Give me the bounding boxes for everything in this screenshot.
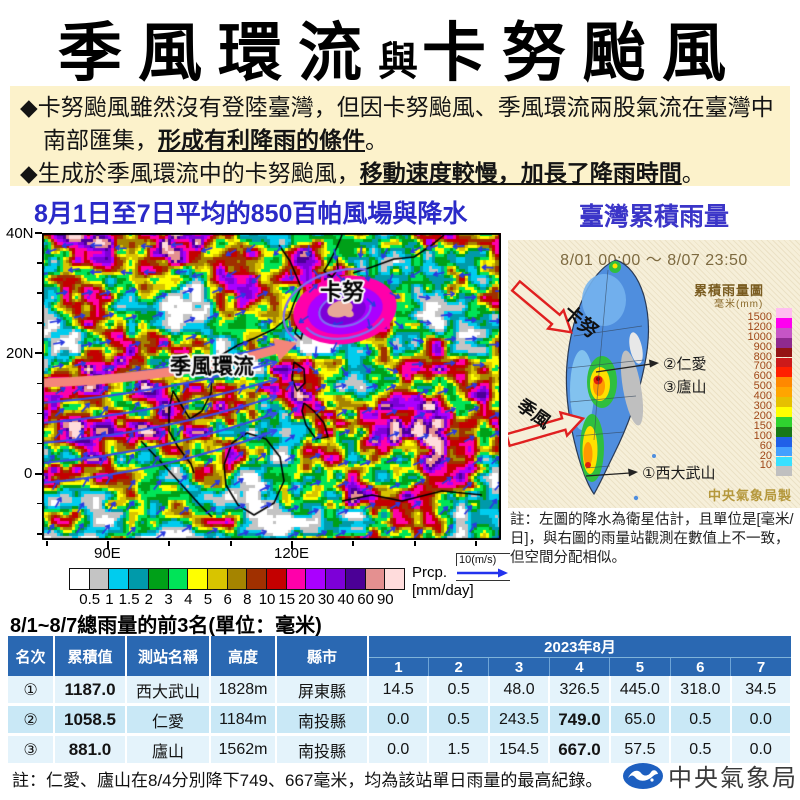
cwb-logo-group: 中央氣象局: [622, 758, 798, 793]
rain-map-title: 臺灣累積雨量: [578, 203, 729, 231]
x-tick-90e: 90E: [94, 545, 121, 562]
day-header-7: 7: [730, 657, 791, 676]
rainfall-legend: 1500 1200 1000 900 800 700 600 500 400 300 200 150 1…: [508, 240, 800, 508]
day-header-2: 2: [427, 657, 489, 676]
wind-reference-vector: 10(m/s): [456, 553, 510, 581]
summary-bullet-1: ◆卡努颱風雖然沒有登陸臺灣，但因卡努颱風、季風環流兩股氣流在臺灣中南部匯集，形成…: [20, 94, 774, 153]
precipitation-colorbar: [69, 568, 405, 590]
taiwan-rainfall-map: 卡努 季風 ②仁愛 ③廬山 ①西大武山: [508, 259, 715, 501]
precipitation-colorbar-labels: 0.5 1 1.5 2 3 4 5 6 8 10 15 20 30 40 60 90: [79, 591, 394, 608]
legend-title: 累積雨量圖: [694, 283, 765, 298]
y-tick-20n: 20N: [6, 345, 34, 362]
day-header-5: 5: [609, 657, 671, 676]
khanun-flow-arrow: [510, 279, 573, 334]
map-credit: 中央氣象局製: [707, 488, 792, 503]
wind-precipitation-map: [42, 233, 501, 540]
day-header-4: 4: [548, 657, 610, 676]
col-header-height: 高度: [210, 636, 277, 676]
day-header-1: 1: [367, 657, 429, 676]
wind-reference-label: 10(m/s): [456, 553, 510, 566]
rainfall-table: 名次 累積值 測站名稱 高度 縣市 2023年8月 1 2 3 4 5 6 7 …: [8, 636, 793, 766]
title-part2: 卡努颱風: [422, 17, 742, 89]
col-header-month: 2023年8月: [368, 636, 791, 658]
y-tick-40n: 40N: [6, 225, 34, 242]
summary-emphasis-2: 移動速度較慢，加長了降雨時間: [359, 160, 682, 186]
colorbar-unit-line2: [mm/day]: [412, 582, 474, 599]
day-header-3: 3: [488, 657, 550, 676]
wind-reference-arrow: [456, 566, 510, 581]
rain-map-note: 註：左圖的降水為衛星估計，且單位是[毫米/日]，與右圖的雨量站觀測在數值上不一致…: [510, 512, 794, 566]
col-header-station: 測站名稱: [126, 636, 211, 676]
x-tick-120e: 120E: [274, 545, 310, 562]
station-arrow-2: [628, 468, 638, 477]
title-conjunction: 與: [378, 40, 422, 84]
colorbar-unit-line1: Prcp.: [412, 564, 448, 581]
summary-emphasis-1: 形成有利降雨的條件: [158, 127, 365, 153]
station-label-renai: ②仁愛: [663, 356, 706, 373]
day-header-6: 6: [669, 657, 731, 676]
station-label-lushan: ③廬山: [663, 378, 706, 396]
rain-map-panel: 8/01 00:00 ～ 8/07 23:50 卡努: [508, 240, 800, 508]
title-part1: 季風環流: [58, 17, 378, 89]
summary-box: ◆卡努颱風雖然沒有登陸臺灣，但因卡努颱風、季風環流兩股氣流在臺灣中南部匯集，形成…: [10, 86, 790, 186]
table-title: 8/1~8/7總雨量的前3名(單位：毫米): [10, 615, 322, 637]
col-header-county: 縣市: [276, 636, 369, 676]
footer-note: 註：仁愛、廬山在8/4分別降下749、667毫米，均為該站單日雨量的最高紀錄。: [12, 771, 603, 790]
y-tick-0: 0: [24, 465, 33, 482]
legend-unit: 毫米(mm): [714, 299, 764, 310]
monsoon-flow-arrow: [508, 410, 586, 448]
county-boundaries: [567, 269, 645, 469]
page-title: 季風環流與卡努颱風: [0, 2, 800, 94]
cwb-logo-icon: [623, 762, 663, 789]
wind-map-title: 8月1日至7日平均的850百帕風場與降水: [34, 200, 468, 228]
col-header-rank: 名次: [8, 636, 55, 676]
station-label-xidawushan: ①西大武山: [642, 465, 715, 482]
summary-bullet-2: ◆生成於季風環流中的卡努颱風，移動速度較慢，加長了降雨時間。: [20, 160, 705, 186]
col-header-total: 累積值: [54, 636, 127, 676]
table-row: ② 1058.5 仁愛 1184m 南投縣 0.0 0.5 243.5 749.0 65.0…: [8, 704, 793, 736]
station-arrow-1: [649, 359, 659, 368]
cwb-logo-text: 中央氣象局: [668, 765, 798, 792]
table-row: ① 1187.0 西大武山 1828m 屏東縣 14.5 0.5 48.0 326.5 44…: [8, 676, 793, 706]
